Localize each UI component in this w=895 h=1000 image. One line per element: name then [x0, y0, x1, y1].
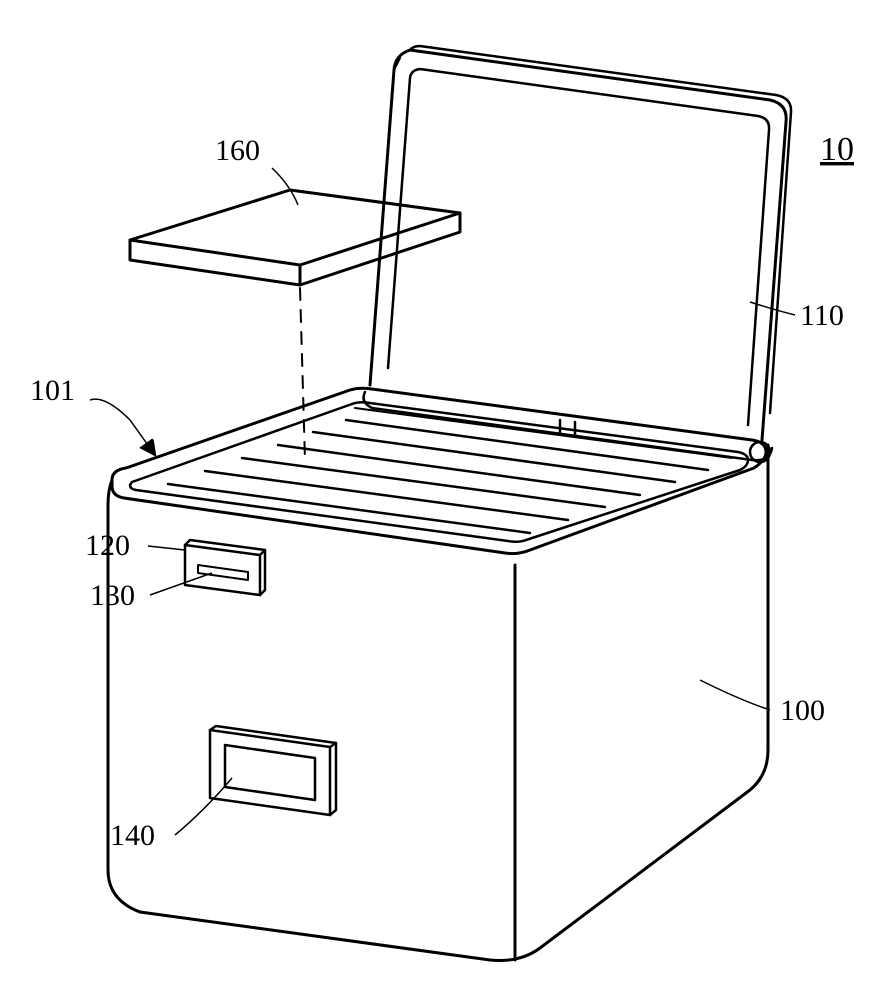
label-lid: 110 — [800, 299, 844, 332]
patent-figure: 10 100 101 110 120 130 140 160 — [0, 0, 895, 1000]
label-latch-slot: 130 — [90, 579, 135, 612]
label-latch-plate: 120 — [85, 529, 130, 562]
label-shelf: 160 — [215, 134, 260, 167]
leader-shelf — [272, 168, 298, 205]
label-body: 100 — [780, 694, 825, 727]
body-front-bottom — [140, 912, 540, 961]
leader-opening — [90, 399, 155, 455]
body-right-bottom — [540, 750, 768, 948]
label-assembly: 10 — [820, 131, 854, 168]
shelf-drop-line — [300, 288, 305, 460]
leader-latch-plate — [148, 546, 185, 550]
leader-lines — [90, 168, 795, 835]
window — [210, 726, 336, 815]
leader-body — [700, 680, 770, 710]
label-window: 140 — [110, 819, 155, 852]
label-opening: 101 — [30, 374, 75, 407]
leader-window — [175, 778, 232, 835]
latch — [185, 540, 265, 595]
shelf — [130, 190, 460, 285]
leader-latch-slot — [150, 573, 212, 595]
lid — [370, 46, 791, 440]
